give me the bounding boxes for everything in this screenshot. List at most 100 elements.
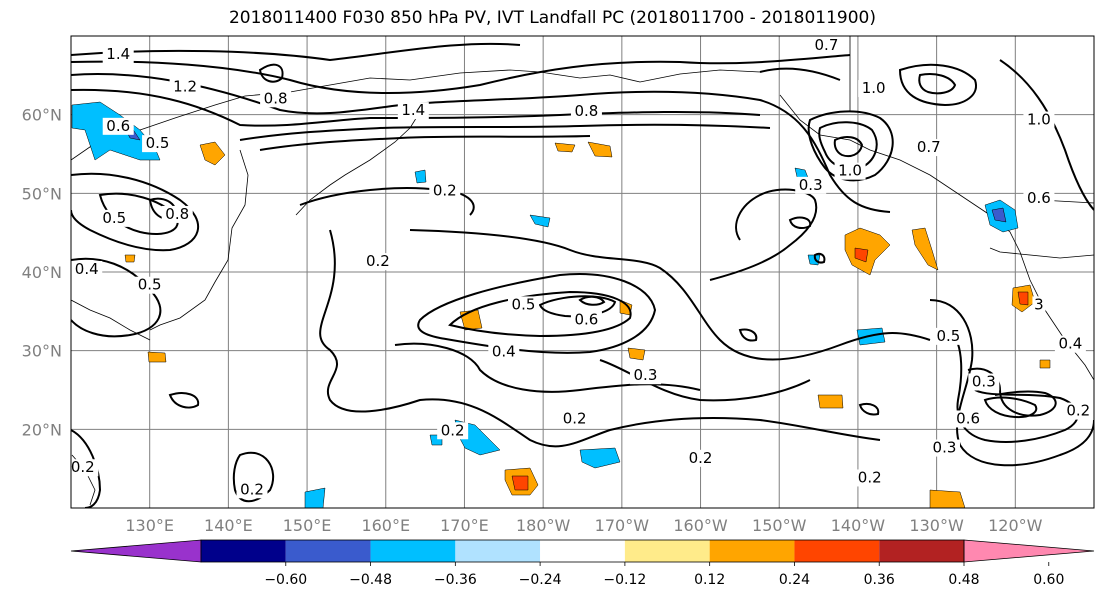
colorbar-segment <box>370 540 456 562</box>
contour-label-bg <box>142 135 174 153</box>
contour-label: 0.2 <box>563 409 587 427</box>
colorbar-segment <box>285 540 371 562</box>
contour-label-bg <box>570 311 602 329</box>
contour-label-bg <box>437 422 469 440</box>
contour-label: 0.3 <box>634 366 658 384</box>
contour-label-bg <box>629 367 661 385</box>
contour-label: 0.2 <box>240 480 264 498</box>
colorbar-tick-label: −0.60 <box>264 572 307 588</box>
colorbar-tick-label: 0.48 <box>948 572 979 588</box>
lon-tick-label: 130°W <box>909 516 964 535</box>
map-title: 2018011400 F030 850 hPa PV, IVT Landfall… <box>228 8 876 28</box>
contour-label: 0.5 <box>138 276 162 294</box>
contour-label-bg <box>161 205 193 223</box>
contour-label-bg <box>834 162 866 180</box>
contour-label: 1.0 <box>1027 111 1051 129</box>
colorbar-frame <box>200 539 965 563</box>
colorbar-segment <box>540 540 625 562</box>
contour-label: 0.2 <box>71 458 95 476</box>
contour-label: 0.3 <box>933 439 957 457</box>
contour-label-bg <box>913 139 945 157</box>
colorbar-tick-label: 0.12 <box>694 572 725 588</box>
contour-label: 1.4 <box>106 45 130 63</box>
contour-label-bg <box>236 481 268 499</box>
contour-label-bg <box>102 46 134 64</box>
colorbar-tick-label: −0.36 <box>434 572 477 588</box>
colorbar: −0.60 −0.48 −0.36 −0.24 −0.12 0.12 0.24 0.36 0.4… <box>70 539 1095 588</box>
contour-label: 1.2 <box>173 77 197 95</box>
contour-label-bg <box>952 410 984 428</box>
contour-label: 0.2 <box>858 468 882 486</box>
contour-label-bg <box>507 296 539 314</box>
contour-label: 0.8 <box>575 102 599 120</box>
contour-label-bg <box>397 102 429 120</box>
contour-label-bg <box>1023 111 1055 129</box>
contour-label-bg <box>932 327 964 345</box>
contour-label-bg <box>795 176 827 194</box>
contour-label: 0.5 <box>146 134 170 152</box>
contour-label: 0.6 <box>1027 189 1051 207</box>
colorbar-tick-label: 0.60 <box>1033 572 1064 588</box>
contour-label-bg <box>71 459 99 477</box>
lat-tick-label: 50°N <box>22 184 62 203</box>
pv-contours <box>71 42 1094 508</box>
contour-labels: 1.4 1.2 0.8 1.4 0.8 0.6 0.5 0.8 0.5 0.4 0.5 0.2 0.2 0… <box>71 36 1094 499</box>
contour-label: 0.4 <box>75 260 99 278</box>
contour-label: 0.2 <box>1066 402 1090 420</box>
contour-label-bg <box>102 117 134 135</box>
lon-tick-label: 120°W <box>988 516 1043 535</box>
contour-label-bg <box>169 78 201 96</box>
lon-tick-label: 170°E <box>440 516 489 535</box>
contour-label: 0.8 <box>264 89 288 107</box>
lon-tick-label: 170°W <box>595 516 650 535</box>
colorbar-over-triangle <box>963 539 1095 563</box>
contour-label: 0.5 <box>102 209 126 227</box>
contour-label: 0.3 <box>972 372 996 390</box>
contour-label: 0.5 <box>512 295 536 313</box>
contour-label-bg <box>570 102 602 120</box>
contour-label: 0.6 <box>106 117 130 135</box>
lon-tick-label: 140°W <box>831 516 886 535</box>
gridlines <box>71 36 1094 508</box>
contour-label: 0.3 <box>799 176 823 194</box>
contour-label: 1.0 <box>862 79 886 97</box>
colorbar-tick-label: 0.36 <box>864 572 895 588</box>
colorbar-under-triangle <box>70 539 202 563</box>
contour-label-bg <box>685 449 717 467</box>
contour-label-bg <box>429 182 461 200</box>
contour-label: 1.4 <box>401 101 425 119</box>
contour-label-bg <box>1054 335 1086 353</box>
colorbar-segment <box>794 540 880 562</box>
contour-label-bg <box>858 80 890 98</box>
contour-label-bg <box>260 90 292 108</box>
contour-label: 0.2 <box>433 181 457 199</box>
contour-label-bg <box>968 373 1000 391</box>
contour-label: 0.2 <box>689 449 713 467</box>
map-plot-area: 1.4 1.2 0.8 1.4 0.8 0.6 0.5 0.8 0.5 0.4 0.5 0.2 0.2 0… <box>71 36 1094 508</box>
latitude-ticks: 20°N 30°N 40°N 50°N 60°N <box>22 106 62 440</box>
lat-tick-label: 60°N <box>22 106 62 125</box>
lon-tick-label: 130°E <box>125 516 174 535</box>
contour-label-bg <box>488 343 520 361</box>
contour-label-bg <box>362 253 394 271</box>
lon-tick-label: 150°E <box>283 516 332 535</box>
contour-label-bg <box>928 439 960 457</box>
contour-label: 0.8 <box>165 205 189 223</box>
contour-label-bg <box>98 209 130 227</box>
colorbar-tick-label: −0.24 <box>519 572 562 588</box>
contour-label: 0.2 <box>366 252 390 270</box>
contour-label: 0.6 <box>575 310 599 328</box>
contour-label-bg <box>810 36 842 54</box>
contour-label-bg <box>559 410 591 428</box>
map-frame <box>70 35 1095 509</box>
lon-tick-label: 160°E <box>361 516 410 535</box>
contour-label: 0.4 <box>1058 335 1082 353</box>
lon-tick-label: 160°W <box>673 516 728 535</box>
longitude-ticks: 130°E 140°E 150°E 160°E 170°E 180°W 170°W 160°W… <box>125 516 1042 535</box>
contour-label-bg <box>71 261 103 278</box>
colorbar-tick-label: −0.48 <box>349 572 392 588</box>
colorbar-segment <box>624 540 710 562</box>
contour-label: 3 <box>1034 295 1044 313</box>
lat-tick-label: 30°N <box>22 342 62 361</box>
